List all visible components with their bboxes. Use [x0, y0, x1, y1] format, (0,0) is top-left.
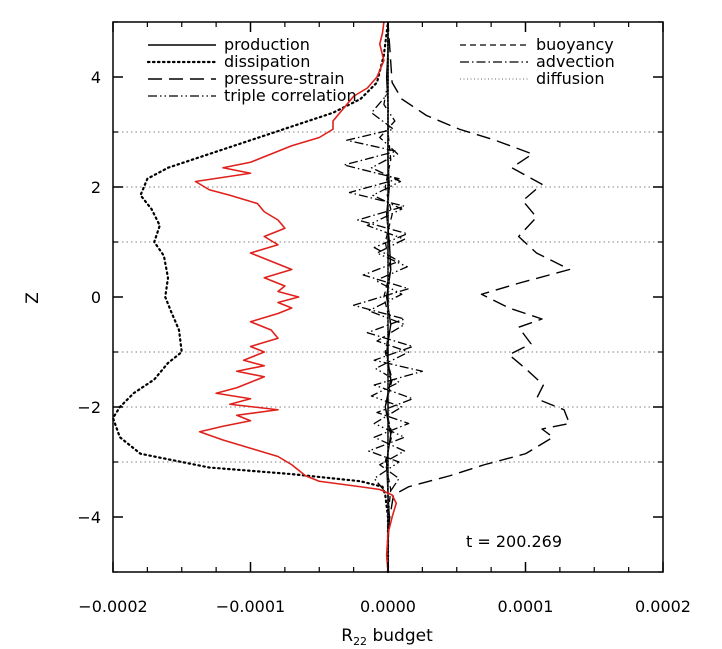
- x-tick-label: 0.0000: [360, 597, 416, 616]
- y-tick-label: −4: [77, 508, 101, 527]
- series-lines: [111, 20, 571, 574]
- x-tick-label: −0.0002: [78, 597, 147, 616]
- legend-label: pressure-strain: [224, 69, 344, 88]
- x-tick-label: 0.0002: [635, 597, 691, 616]
- y-tick-label: −2: [77, 398, 101, 417]
- legend-label: production: [224, 35, 310, 54]
- legend-label: buoyancy: [536, 35, 614, 54]
- y-tick-label: 2: [91, 178, 101, 197]
- axis-ticks: −0.0002 −0.0001 0.0000 0.0001 0.0002 −4 −2 0 2 4: [77, 21, 691, 616]
- legend: productiondissipationpressure-straintrip…: [146, 35, 615, 105]
- legend-label: dissipation: [224, 52, 310, 71]
- legend-label: advection: [536, 52, 615, 71]
- y-axis-label: Z: [23, 292, 43, 304]
- legend-label: diffusion: [536, 69, 604, 88]
- series-line-buoyancy: [383, 22, 393, 572]
- series-line-pressure-strain: [387, 21, 571, 572]
- y-tick-label: 0: [91, 288, 101, 307]
- time-annotation: t = 200.269: [466, 532, 562, 551]
- series-line-unnamed-7: [194, 21, 398, 573]
- x-tick-label: −0.0001: [216, 597, 285, 616]
- x-tick-label: 0.0001: [498, 597, 554, 616]
- series-line-triple-correlation: [366, 22, 410, 572]
- series-line-dissipation: [111, 20, 390, 574]
- legend-label: triple correlation: [224, 86, 357, 105]
- y-tick-label: 4: [91, 68, 101, 87]
- x-axis-label: R22 budget: [341, 626, 433, 648]
- series-line-advection: [343, 22, 424, 572]
